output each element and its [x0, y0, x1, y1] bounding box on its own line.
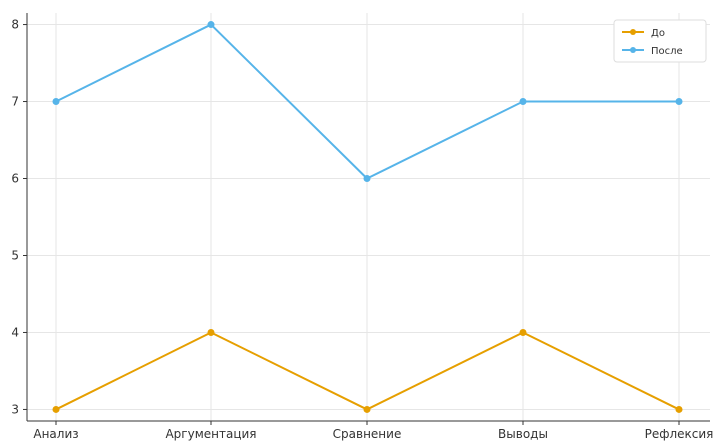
data-point-series-2	[363, 175, 371, 183]
y-tick-label: 6	[11, 172, 19, 186]
data-point-series-2	[675, 98, 683, 106]
legend-marker-series-2	[630, 47, 636, 53]
legend-label-series-1: До	[651, 28, 665, 39]
data-point-series-1	[519, 328, 527, 336]
y-tick-label: 3	[11, 402, 19, 416]
y-tick-label: 5	[11, 248, 19, 262]
data-point-series-1	[52, 405, 60, 413]
y-tick-label: 7	[11, 95, 19, 109]
data-point-series-1	[207, 328, 215, 336]
data-point-series-2	[52, 98, 60, 106]
x-tick-label: Анализ	[33, 427, 78, 441]
x-tick-label: Аргументация	[165, 427, 256, 441]
x-tick-label: Выводы	[498, 427, 548, 441]
tick-labels: 3 4 5 6 7 8 Анализ Аргументация Сравнение Выводы Р…	[11, 18, 713, 441]
data-point-series-1	[675, 405, 683, 413]
grid	[27, 13, 710, 421]
legend: До После	[613, 19, 707, 63]
legend-marker-series-1	[630, 29, 636, 35]
x-tick-label: Рефлексия	[645, 427, 714, 441]
x-tick-label: Сравнение	[333, 427, 402, 441]
data-point-series-2	[207, 21, 215, 29]
legend-label-series-2: После	[651, 46, 683, 57]
series	[52, 21, 683, 413]
y-tick-label: 4	[11, 325, 19, 339]
axes	[26, 13, 710, 422]
legend-box	[613, 19, 707, 63]
data-point-series-1	[363, 405, 371, 413]
y-tick-label: 8	[11, 18, 19, 32]
data-point-series-2	[519, 98, 527, 106]
